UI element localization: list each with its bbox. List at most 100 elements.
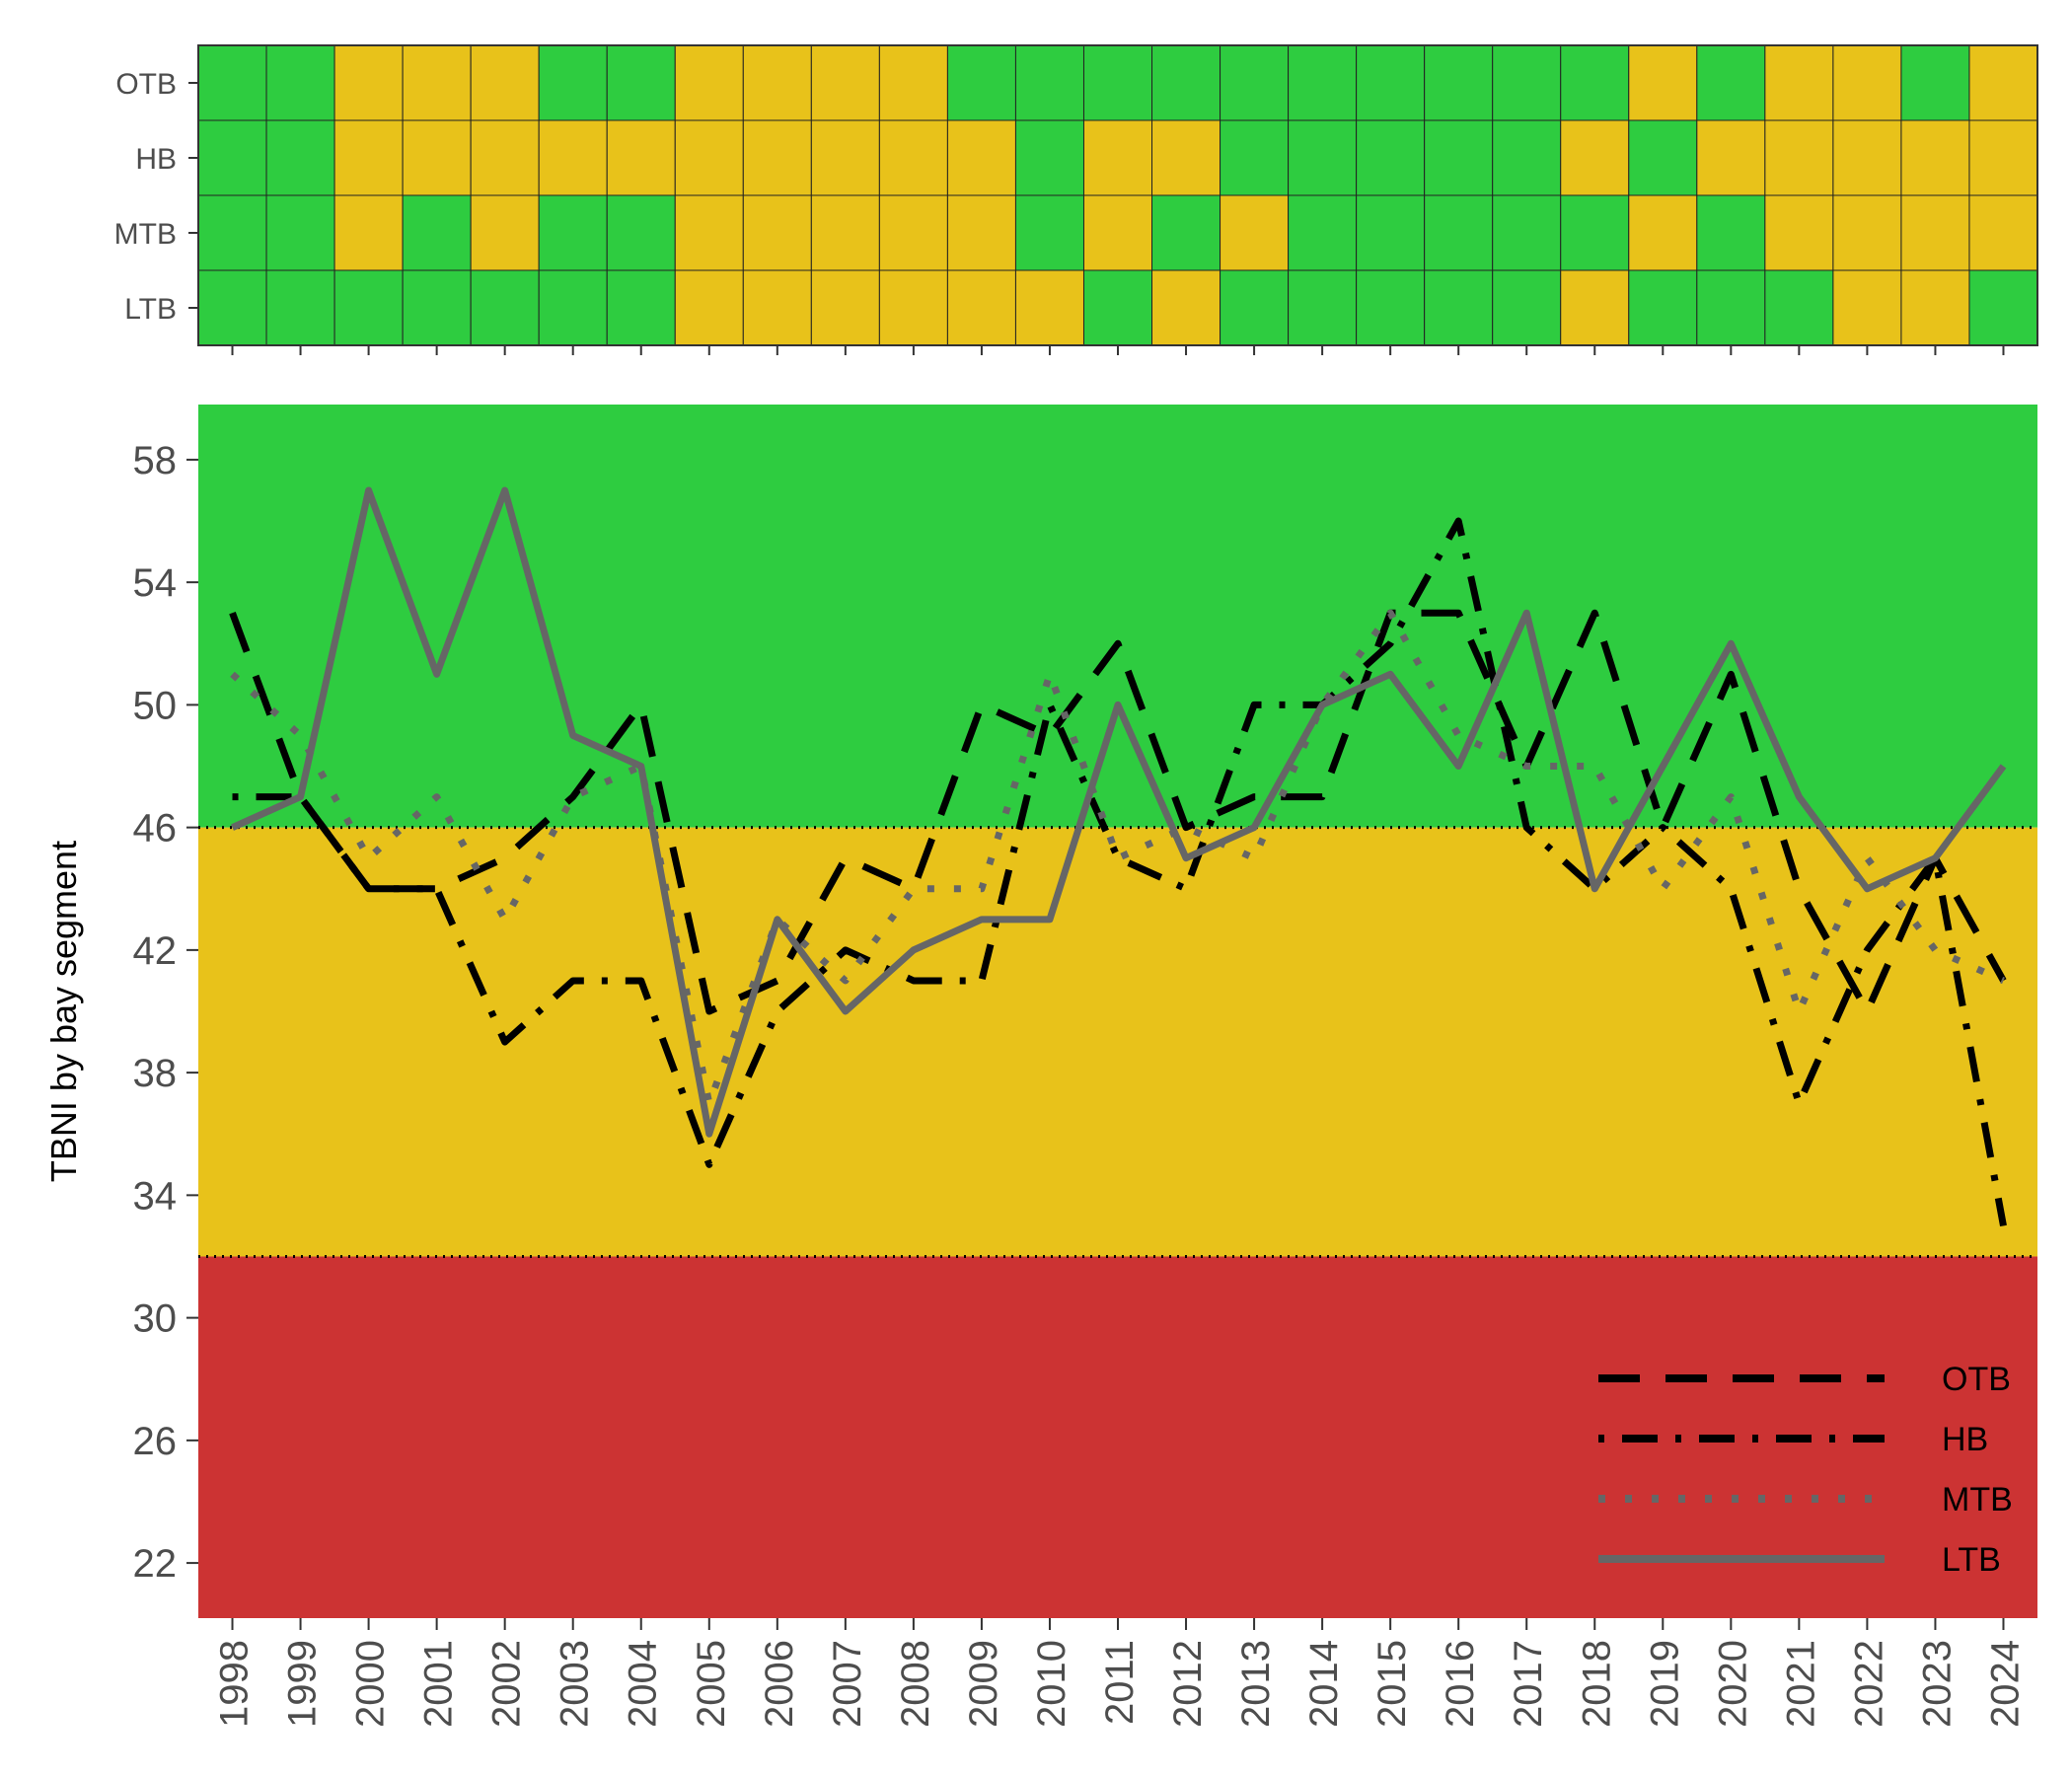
heatmap-row-label-MTB: MTB [114,218,177,251]
heatmap-cell-OTB-2017 [1492,44,1562,121]
y-tick-label-30: 30 [133,1297,178,1341]
series-line-OTB [229,609,2007,1015]
heatmap-cell-OTB-1998 [197,44,267,121]
heatmap-cell-OTB-2007 [810,44,880,121]
x-tick-label-2001: 2001 [417,1640,461,1728]
heatmap-cell-HB-2022 [1832,119,1902,196]
heatmap-cell-OTB-2009 [946,44,1016,121]
band-2 [198,1256,2037,1618]
x-tick-label-2024: 2024 [1983,1640,2027,1728]
x-tick-label-2005: 2005 [690,1640,733,1728]
heatmap-cell-OTB-2003 [538,44,608,121]
heatmap-cell-MTB-2012 [1151,194,1221,271]
heatmap-cell-HB-2008 [878,119,948,196]
heatmap-cell-MTB-2005 [674,194,744,271]
x-tick-label-2012: 2012 [1166,1640,1210,1728]
heatmap-cell-MTB-2015 [1356,194,1426,271]
heatmap-row-label-HB: HB [135,143,177,176]
heatmap-cell-OTB-2023 [1900,44,1970,121]
heatmap-cell-LTB-2007 [810,269,880,346]
heatmap-cell-OTB-2010 [1014,44,1084,121]
heatmap-x-ticks [231,345,2005,355]
heatmap-cell-MTB-2021 [1764,194,1834,271]
heatmap-cell-MTB-2003 [538,194,608,271]
heatmap-cell-LTB-2016 [1424,269,1494,346]
heatmap-cell-MTB-2022 [1832,194,1902,271]
heatmap-cell-MTB-1998 [197,194,267,271]
heatmap-cell-HB-2005 [674,119,744,196]
heatmap-cell-HB-2000 [333,119,404,196]
heatmap-cell-LTB-2011 [1082,269,1153,346]
heatmap-cell-LTB-2005 [674,269,744,346]
heatmap-cell-OTB-2018 [1560,44,1630,121]
heatmap-cell-LTB-2006 [742,269,812,346]
heatmap-cell-OTB-2014 [1288,44,1358,121]
heatmap-cell-HB-2018 [1560,119,1630,196]
series-line-LTB [231,486,2007,1138]
heatmap-cell-LTB-2009 [946,269,1016,346]
heatmap-cell-OTB-2020 [1696,44,1766,121]
heatmap-cell-LTB-2012 [1151,269,1221,346]
x-tick-label-2000: 2000 [349,1640,393,1728]
heatmap-cell-MTB-2007 [810,194,880,271]
heatmap-row-label-LTB: LTB [124,293,177,326]
x-tick-label-2002: 2002 [485,1640,529,1728]
heatmap-cell-LTB-2014 [1288,269,1358,346]
heatmap-cell-OTB-2022 [1832,44,1902,121]
x-tick-label-2021: 2021 [1779,1640,1822,1728]
y-tick-label-38: 38 [133,1052,178,1095]
heatmap-cell-HB-2012 [1151,119,1221,196]
heatmap-cell-MTB-2010 [1014,194,1084,271]
x-tick-label-2003: 2003 [554,1640,597,1728]
x-tick-label-2010: 2010 [1030,1640,1073,1728]
y-tick-label-58: 58 [133,439,178,482]
heatmap-cell-LTB-1998 [197,269,267,346]
heatmap-cell-HB-1999 [265,119,335,196]
y-tick-label-34: 34 [133,1174,178,1218]
heatmap-cell-OTB-2001 [402,44,472,121]
heatmap-cell-OTB-2019 [1628,44,1698,121]
band-1 [198,827,2037,1257]
heatmap-cell-LTB-2020 [1696,269,1766,346]
y-tick-label-46: 46 [133,807,178,851]
y-axis-title: TBNI by bay segment [43,841,84,1182]
heatmap-cell-LTB-2024 [1968,269,2038,346]
x-tick-label-2011: 2011 [1098,1640,1142,1725]
heatmap-cell-MTB-2017 [1492,194,1562,271]
heatmap-cell-MTB-2014 [1288,194,1358,271]
heatmap-cell-OTB-2000 [333,44,404,121]
heatmap-cell-HB-2016 [1424,119,1494,196]
heatmap-cell-LTB-2013 [1220,269,1290,346]
x-tick-label-2009: 2009 [962,1640,1005,1728]
x-tick-label-2006: 2006 [758,1640,801,1728]
x-tick-label-2019: 2019 [1643,1640,1686,1728]
x-tick-label-2022: 2022 [1847,1640,1890,1728]
heatmap-cell-HB-2023 [1900,119,1970,196]
heatmap-cell-HB-2010 [1014,119,1084,196]
heatmap-cell-LTB-2021 [1764,269,1834,346]
heatmap-cell-MTB-2000 [333,194,404,271]
heatmap-cell-HB-2001 [402,119,472,196]
heatmap-cell-MTB-2008 [878,194,948,271]
x-tick-label-2016: 2016 [1439,1640,1482,1728]
heatmap-cell-OTB-2005 [674,44,744,121]
heatmap-cell-MTB-2023 [1900,194,1970,271]
heatmap-cell-LTB-2001 [402,269,472,346]
heatmap-cell-LTB-2003 [538,269,608,346]
threshold-lines [198,826,2037,1258]
heatmap-cell-HB-2017 [1492,119,1562,196]
y-tick-label-42: 42 [133,929,178,973]
heatmap-cell-HB-2004 [606,119,676,196]
x-tick-label-2020: 2020 [1711,1640,1754,1728]
x-tick-label-2023: 2023 [1915,1640,1959,1728]
heatmap-cell-OTB-2011 [1082,44,1153,121]
heatmap-cell-LTB-2004 [606,269,676,346]
heatmap-cell-OTB-2008 [878,44,948,121]
heatmap-cell-OTB-2016 [1424,44,1494,121]
heatmap-cell-MTB-2018 [1560,194,1630,271]
heatmap-cell-OTB-1999 [265,44,335,121]
heatmap-cell-LTB-2019 [1628,269,1698,346]
y-tick-label-50: 50 [133,684,178,727]
x-tick-label-2018: 2018 [1575,1640,1618,1728]
